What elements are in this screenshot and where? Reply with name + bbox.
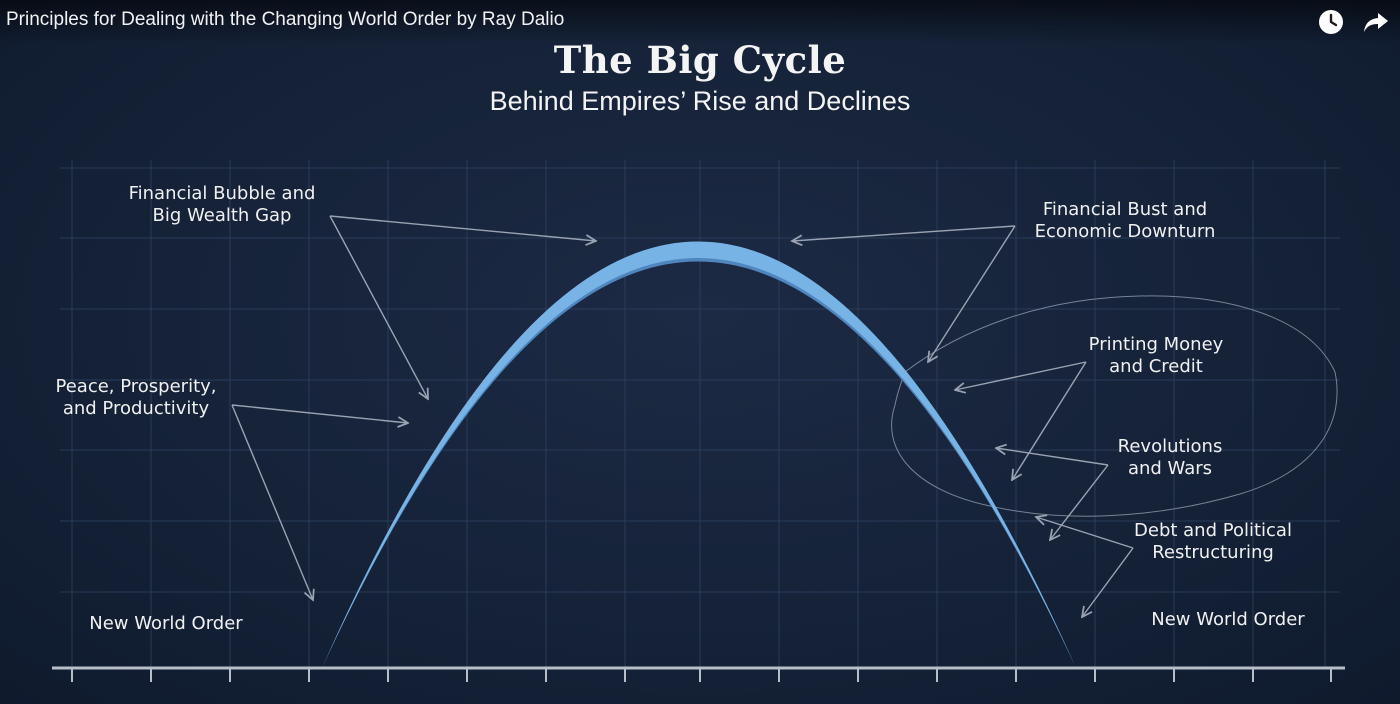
label-peace-prosperity-line2: and Productivity (62, 398, 210, 419)
clock-icon[interactable] (1317, 8, 1345, 36)
label-revolutions-wars: Revolutions and Wars (1090, 436, 1250, 480)
big-cycle-curve-shadow (322, 254, 1076, 668)
share-arrow-icon[interactable] (1362, 8, 1390, 36)
big-cycle-curve (322, 241, 1076, 668)
arrow-revolutions-2 (1050, 464, 1109, 540)
label-printing-money-line1: Printing Money (1088, 334, 1224, 355)
video-top-bar: Principles for Dealing with the Changing… (0, 0, 1400, 44)
diagram-subtitle: Behind Empires’ Rise and Declines (489, 86, 911, 116)
arrow-debt-2 (1082, 547, 1134, 617)
arrow-peace-base (231, 404, 313, 600)
diagram-title: The Big Cycle (553, 38, 847, 82)
arrow-revolutions-1 (996, 448, 1109, 466)
label-financial-bust: Financial Bust and Economic Downturn (1010, 199, 1240, 243)
label-printing-money: Printing Money and Credit (1066, 334, 1246, 378)
label-debt-restructuring-line2: Restructuring (1152, 542, 1274, 563)
timeline-axis (52, 666, 1345, 682)
label-peace-prosperity: Peace, Prosperity, and Productivity (36, 376, 236, 420)
video-title[interactable]: Principles for Dealing with the Changing… (6, 9, 565, 30)
label-new-world-order-left: New World Order (89, 613, 243, 634)
arrow-bubble-peak (329, 215, 596, 241)
label-financial-bust-line1: Financial Bust and (1042, 199, 1208, 220)
label-new-world-order-right: New World Order (1151, 609, 1305, 630)
label-revolutions-wars-line2: and Wars (1127, 458, 1213, 479)
arrow-printing-2 (1012, 361, 1087, 480)
label-printing-money-line2: and Credit (1109, 356, 1203, 377)
arrow-printing-1 (955, 361, 1087, 390)
label-revolutions-wars-line1: Revolutions (1117, 436, 1223, 457)
annotation-arrows (231, 215, 1134, 617)
label-debt-restructuring: Debt and Political Restructuring (1108, 520, 1318, 564)
arrow-peace-curve (231, 404, 408, 423)
arrow-debt-1 (1036, 517, 1134, 549)
arrow-bust-slope (928, 225, 1016, 362)
label-peace-prosperity-line1: Peace, Prosperity, (55, 376, 217, 397)
label-debt-restructuring-line1: Debt and Political (1134, 520, 1292, 541)
crisis-cloud-outline (891, 295, 1338, 517)
arrow-bubble-slope (329, 215, 428, 399)
label-financial-bubble-line1: Financial Bubble and (128, 183, 316, 204)
label-financial-bubble-line2: Big Wealth Gap (152, 205, 292, 226)
arrow-bust-peak (792, 225, 1016, 241)
label-financial-bubble: Financial Bubble and Big Wealth Gap (112, 183, 332, 227)
label-financial-bust-line2: Economic Downturn (1034, 221, 1216, 242)
background-grid (60, 160, 1340, 668)
